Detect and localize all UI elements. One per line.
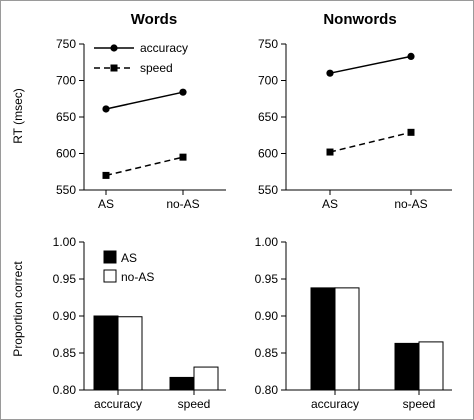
y-tick-label: 0.90 bbox=[53, 309, 77, 323]
y-tick-label: 0.95 bbox=[53, 272, 77, 286]
legend-swatch-AS bbox=[103, 250, 117, 264]
y-tick-label: 600 bbox=[56, 147, 76, 161]
x-tick-label: speed bbox=[403, 397, 436, 411]
y-tick-label: 650 bbox=[258, 110, 278, 124]
data-point-accuracy bbox=[326, 69, 334, 77]
bar-no-AS-accuracy bbox=[117, 316, 143, 391]
legend-label-accuracy: accuracy bbox=[140, 41, 188, 55]
bar-no-AS-accuracy bbox=[334, 287, 360, 391]
bar-AS-speed bbox=[394, 342, 420, 391]
panel-words-rt: Words RT (msec) 550 600 650 700 750 AS no-AS ac… bbox=[11, 11, 226, 211]
bar-AS-speed bbox=[169, 376, 195, 391]
legend-label-AS: AS bbox=[121, 251, 137, 265]
legend-swatch-no-AS bbox=[103, 269, 117, 283]
y-tick-label: 0.80 bbox=[255, 383, 279, 397]
y-tick-label: 1.00 bbox=[255, 235, 279, 249]
x-tick-label: accuracy bbox=[94, 397, 142, 411]
legend-label-speed: speed bbox=[140, 61, 173, 75]
y-axis-label: RT (msec) bbox=[11, 88, 25, 144]
series-line-speed bbox=[329, 131, 412, 153]
bar-no-AS-speed bbox=[193, 366, 219, 391]
data-point-speed bbox=[407, 128, 415, 136]
panel-title: Nonwords bbox=[323, 11, 396, 28]
x-tick-label: speed bbox=[178, 397, 211, 411]
y-tick-label: 0.85 bbox=[53, 346, 77, 360]
data-point-speed bbox=[102, 171, 110, 179]
series-line-accuracy bbox=[105, 91, 184, 110]
y-tick-label: 750 bbox=[258, 37, 278, 51]
y-tick-label: 550 bbox=[258, 183, 278, 197]
y-tick-label: 0.80 bbox=[53, 383, 77, 397]
x-tick-label: no-AS bbox=[166, 197, 199, 211]
bar-no-AS-speed bbox=[418, 341, 444, 391]
y-tick-label: 550 bbox=[56, 183, 76, 197]
panel-title: Words bbox=[131, 11, 177, 28]
x-tick-label: AS bbox=[98, 197, 114, 211]
y-axis-label: Proportion correct bbox=[11, 261, 25, 357]
bar-AS-accuracy bbox=[310, 287, 336, 391]
y-tick-label: 600 bbox=[258, 147, 278, 161]
panel-nonwords-rt: Nonwords 550 600 650 700 750 AS no-AS bbox=[258, 11, 452, 211]
bar-AS-accuracy bbox=[93, 315, 119, 391]
data-point-accuracy bbox=[407, 52, 415, 61]
y-tick-label: 1.00 bbox=[53, 235, 77, 249]
y-tick-label: 0.90 bbox=[255, 309, 279, 323]
x-tick-label: AS bbox=[322, 197, 338, 211]
y-tick-label: 0.85 bbox=[255, 346, 279, 360]
y-tick-label: 650 bbox=[56, 110, 76, 124]
x-tick-label: no-AS bbox=[394, 197, 427, 211]
panel-nonwords-accuracy: 0.80 0.85 0.90 0.95 1.00 accuracy speed bbox=[255, 235, 452, 411]
y-tick-label: 750 bbox=[56, 37, 76, 51]
data-point-accuracy bbox=[179, 88, 187, 96]
data-point-speed bbox=[179, 153, 187, 161]
data-point-accuracy bbox=[102, 105, 110, 113]
panel-words-accuracy: Proportion correct 0.80 0.85 0.90 0.95 1.00 a… bbox=[11, 235, 226, 411]
series-line-accuracy bbox=[329, 55, 412, 74]
y-tick-label: 0.95 bbox=[255, 272, 279, 286]
x-tick-label: accuracy bbox=[311, 397, 359, 411]
legend-marker-accuracy bbox=[110, 44, 118, 52]
legend-marker-speed bbox=[110, 64, 118, 72]
legend-label-no-AS: no-AS bbox=[121, 270, 154, 284]
series-line-speed bbox=[105, 156, 184, 177]
data-point-speed bbox=[326, 148, 334, 156]
y-tick-label: 700 bbox=[56, 74, 76, 88]
y-tick-label: 700 bbox=[258, 74, 278, 88]
